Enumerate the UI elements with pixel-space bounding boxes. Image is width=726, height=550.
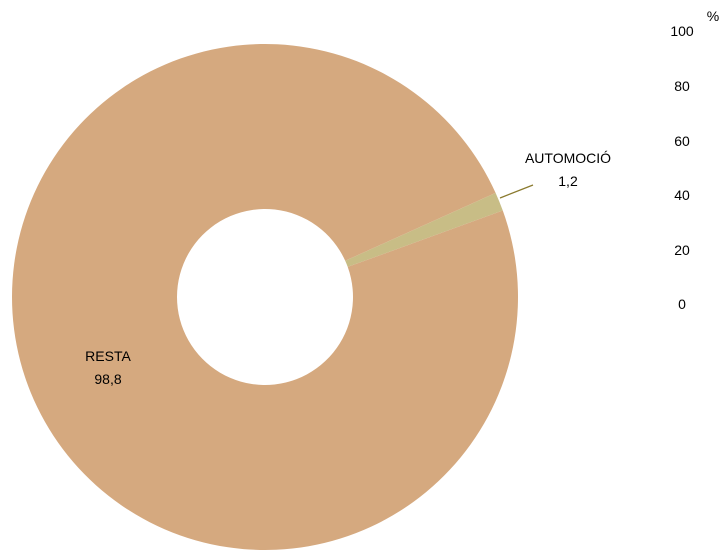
axis-tick-80: 80 xyxy=(674,78,690,94)
slice-label-resta: RESTA xyxy=(85,348,131,364)
axis-tick-0: 0 xyxy=(678,296,686,312)
slice-label-automocio: AUTOMOCIÓ xyxy=(525,150,611,166)
slice-group xyxy=(12,43,518,550)
slice-automocio xyxy=(345,192,503,267)
axis-tick-20: 20 xyxy=(674,242,690,258)
axis-tick-60: 60 xyxy=(674,133,690,149)
slice-value-resta: 98,8 xyxy=(94,371,121,387)
axis-tick-40: 40 xyxy=(674,187,690,203)
axis-unit: % xyxy=(707,8,719,24)
leader-line-automocio xyxy=(499,184,534,199)
axis-tick-group: 100 80 60 40 20 0 xyxy=(670,23,694,312)
axis-tick-100: 100 xyxy=(670,23,694,39)
slice-resta xyxy=(12,43,518,550)
slice-value-automocio: 1,2 xyxy=(558,173,578,189)
